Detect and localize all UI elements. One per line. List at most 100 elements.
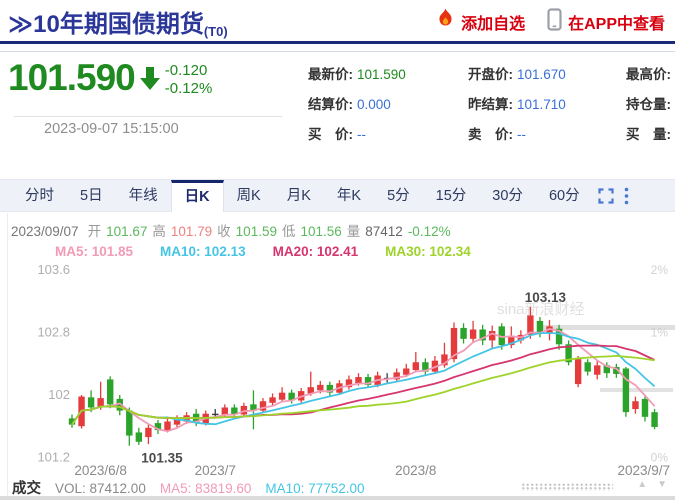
candle-body xyxy=(173,418,181,425)
price-block: 101.590 -0.120 -0.12% 2023-09-07 15:15:0… xyxy=(8,57,293,137)
y-axis-label: 103.6 xyxy=(37,262,70,277)
divider xyxy=(14,116,282,117)
bar-close: 101.59 xyxy=(235,224,277,239)
candle-body xyxy=(622,368,630,413)
y-axis-label: 102.8 xyxy=(37,325,70,340)
last-price: 101.590 xyxy=(8,57,136,98)
scroll-up-icon[interactable]: ▲ xyxy=(637,479,648,490)
quote-timestamp: 2023-09-07 15:15:00 xyxy=(44,121,179,137)
candle-body xyxy=(536,320,544,333)
tab-yearly-k[interactable]: 年K xyxy=(336,188,362,204)
ma5-line xyxy=(71,328,656,433)
tab-daily-k[interactable]: 日K xyxy=(170,180,224,212)
phone-icon xyxy=(547,7,562,36)
volume-ma10: MA10: 77752.00 xyxy=(265,481,365,496)
candle-body xyxy=(393,372,400,380)
bar-volume: 87412 xyxy=(365,224,403,239)
add-watchlist-button[interactable]: 添加自选 xyxy=(436,8,525,35)
candle-body xyxy=(632,401,639,410)
quote-field-open-interest: 持仓量: xyxy=(626,97,671,112)
watermark: sina新浪财经 xyxy=(497,301,585,318)
ma20-value: MA20: 102.41 xyxy=(272,244,359,259)
x-axis-label: 2023/9/7 xyxy=(617,463,670,478)
candle-body xyxy=(450,327,458,360)
candle-body xyxy=(164,421,171,431)
tab-weekly-k[interactable]: 周K xyxy=(236,188,261,204)
x-axis-label: 2023/7 xyxy=(195,463,236,478)
ma-info-row: MA5: 101.85 MA10: 102.13 MA20: 102.41 MA30:… xyxy=(55,244,498,259)
tab-monthly-k[interactable]: 月K xyxy=(286,188,311,204)
header-divider xyxy=(0,51,675,52)
candle-body xyxy=(135,432,143,442)
scroll-down-icon[interactable]: ▼ xyxy=(657,479,667,490)
price-change: -0.120 xyxy=(164,62,208,79)
tab-5day[interactable]: 5日 xyxy=(80,188,103,204)
bar-date: 2023/09/07 xyxy=(11,224,79,239)
tab-60min[interactable]: 60分 xyxy=(548,188,580,204)
candle-body xyxy=(126,410,133,436)
y-axis-right-label: 0% xyxy=(651,450,669,464)
quote-field-ask: 卖 价: -- xyxy=(468,127,526,142)
quote-field-last: 最新价: 101.590 xyxy=(308,67,406,82)
candle-body xyxy=(240,405,248,415)
period-tabbar: 分时 5日 年线 日K 周K 月K 年K 5分 15分 30分 60分 xyxy=(0,179,675,212)
candle-body xyxy=(250,404,257,411)
candle-body xyxy=(460,327,467,339)
candle-body xyxy=(364,377,372,385)
ohlc-info-row: 2023/09/07 开 101.67 高 101.79 收 101.59 低 101.56 量 8… xyxy=(11,224,451,239)
candle-body xyxy=(231,407,238,415)
fullscreen-icon[interactable] xyxy=(597,187,614,204)
ma30-line xyxy=(71,354,655,426)
candle-body xyxy=(613,366,620,374)
candle-body xyxy=(422,362,429,372)
high-annotation: 103.13 xyxy=(525,290,567,305)
tab-5min[interactable]: 5分 xyxy=(387,188,410,204)
quote-field-bid: 买 价: -- xyxy=(308,127,366,142)
candle-body xyxy=(288,392,295,401)
instrument-code: (T0) xyxy=(203,24,228,39)
title-prefix: ≫ xyxy=(8,11,34,38)
x-axis-label: 2023/6/8 xyxy=(74,463,127,478)
candle-body xyxy=(412,362,419,371)
zoom-slider[interactable] xyxy=(521,483,613,491)
x-axis-label: 2023/8 xyxy=(395,463,436,478)
candle-body xyxy=(154,423,162,431)
kebab-menu-icon[interactable] xyxy=(624,187,629,205)
candle-body xyxy=(68,418,76,425)
ma5-value: MA5: 101.85 xyxy=(55,244,134,259)
scroll-arrows: ▲ ▼ xyxy=(637,479,667,490)
candle-body xyxy=(508,335,515,346)
volume-label: 成交 xyxy=(12,481,41,497)
view-in-app-link[interactable]: 在APP中查看 xyxy=(547,7,665,36)
kline-chart[interactable]: 103.6102.8102101.22%1%0%sina新浪财经2023/6/8… xyxy=(0,213,675,500)
quote-field-bid-volume: 买 量: xyxy=(626,127,671,142)
ma10-value: MA10: 102.13 xyxy=(160,244,246,259)
add-watchlist-label: 添加自选 xyxy=(461,15,526,33)
gray-band xyxy=(540,325,675,330)
candle-body xyxy=(527,315,534,335)
instrument-name: 10年期国债期货 xyxy=(33,11,204,38)
bar-high: 101.79 xyxy=(170,224,213,239)
quote-field-open: 开盘价: 101.670 xyxy=(468,67,566,82)
candle-body xyxy=(584,362,591,372)
tab-fenshi[interactable]: 分时 xyxy=(25,188,54,204)
candle-body xyxy=(594,365,601,375)
candle-body xyxy=(278,392,286,400)
candle-body xyxy=(326,384,334,393)
tab-30min[interactable]: 30分 xyxy=(492,188,523,204)
candle-body xyxy=(641,398,649,417)
candle-body xyxy=(307,387,314,394)
header: ≫10年期国债期货(T0) 添加自选 在APP中查看 xyxy=(0,0,675,44)
tab-15min[interactable]: 15分 xyxy=(435,188,467,204)
candle-body xyxy=(97,398,104,408)
candle-body xyxy=(498,326,505,346)
bar-low: 101.56 xyxy=(300,224,342,239)
quote-field-settle: 结算价: 0.000 xyxy=(308,97,391,112)
tab-yearline[interactable]: 年线 xyxy=(128,188,158,204)
quote-grid: 最新价: 101.590 结算价: 0.000 买 价: -- 开盘价: 101.670… xyxy=(300,63,675,173)
gray-band xyxy=(600,388,673,392)
candle-body xyxy=(145,427,152,438)
candle-body xyxy=(355,377,362,384)
candle-body xyxy=(479,329,486,341)
ma30-value: MA30: 102.34 xyxy=(385,244,471,259)
